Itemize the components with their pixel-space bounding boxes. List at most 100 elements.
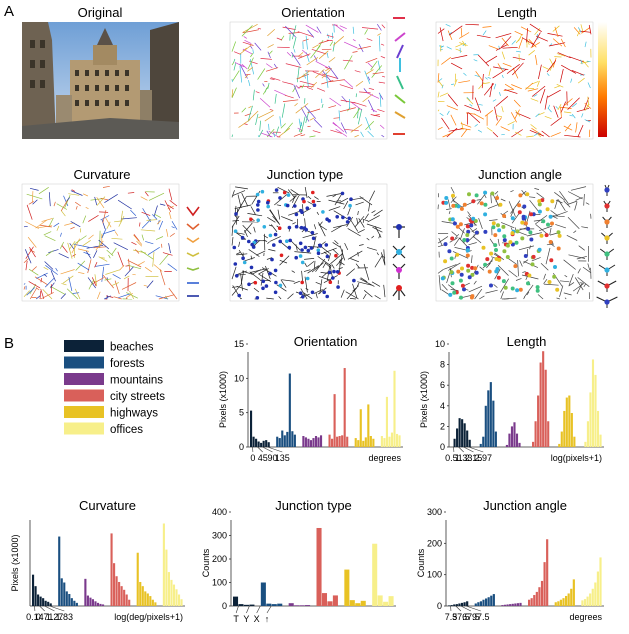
contour-segment: [72, 292, 80, 294]
contour-segment: [569, 114, 573, 117]
contour-segment: [528, 50, 536, 56]
contour-segment: [293, 49, 296, 53]
bar-offices: [388, 596, 394, 606]
contour-segment: [95, 240, 104, 251]
bar-beaches: [448, 605, 451, 606]
contour-segment: [356, 282, 360, 287]
contour-segment: [468, 285, 483, 293]
bar-city-streets: [533, 595, 536, 606]
contour-segment: [355, 80, 364, 87]
contour-segment: [277, 186, 290, 194]
contour-segment: [328, 199, 345, 205]
y-axis-label: Pixels (x1000): [218, 371, 228, 428]
contour-segment: [269, 78, 275, 80]
contour-segment: [53, 222, 60, 227]
contour-segment: [554, 85, 561, 89]
bar-mountains: [101, 604, 105, 606]
bar-offices: [594, 374, 597, 447]
junction-marker: [261, 286, 265, 291]
contour-segment: [94, 274, 98, 286]
contour-segment: [64, 222, 75, 226]
junction-angle-key: [596, 184, 618, 308]
contour-segment: [533, 219, 543, 222]
contour-segment: [235, 186, 248, 190]
contour-segment: [354, 134, 359, 138]
contour-segment: [574, 277, 584, 291]
junction-marker: [515, 229, 520, 234]
contour-segment: [234, 204, 252, 209]
contour-segment: [508, 201, 516, 217]
junction-type-map: [229, 183, 388, 302]
contour-segment: [153, 205, 158, 217]
contour-segment: [279, 116, 282, 127]
contour-segment: [466, 97, 471, 101]
orientation-map: [229, 21, 388, 140]
bar-beaches: [463, 602, 466, 606]
contour-segment: [504, 89, 518, 94]
contour-segment: [450, 62, 463, 70]
contour-segment: [28, 201, 34, 205]
contour-segment: [280, 279, 287, 288]
contour-segment: [531, 257, 541, 262]
contour-segment: [312, 130, 321, 134]
contour-segment: [381, 75, 386, 78]
contour-segment: [575, 122, 578, 133]
contour-segment: [328, 57, 336, 63]
junction-marker: [348, 203, 352, 208]
contour-segment: [104, 278, 112, 281]
junction-marker: [459, 272, 464, 277]
bar-offices: [172, 584, 176, 606]
contour-segment: [354, 70, 361, 73]
contour-segment: [234, 214, 238, 218]
contour-segment: [511, 84, 522, 90]
contour-segment: [550, 132, 561, 137]
bar-highways: [362, 440, 365, 447]
y-axis-label: Pixels (x1000): [419, 371, 429, 428]
contour-segment: [158, 294, 175, 300]
contour-segment: [85, 206, 89, 210]
junction-marker: [455, 252, 460, 257]
contour-segment: [292, 194, 296, 203]
contour-segment: [498, 45, 501, 50]
contour-segment: [295, 84, 300, 90]
contour-segment: [555, 224, 567, 229]
contour-segment: [240, 298, 242, 300]
contour-segment: [352, 39, 356, 42]
contour-segment: [352, 26, 355, 34]
contour-segment: [318, 50, 329, 60]
contour-segment: [343, 200, 349, 210]
contour-segment: [247, 213, 263, 217]
junction-marker: [518, 287, 523, 292]
contour-segment: [549, 58, 554, 66]
contour-segment: [50, 285, 65, 295]
x-tick-leader: [257, 446, 263, 453]
junction-marker: [298, 291, 303, 296]
contour-segment: [55, 267, 58, 272]
title-curvature-map: Curvature: [73, 167, 130, 182]
junction-marker: [311, 236, 316, 241]
contour-segment: [459, 228, 465, 240]
contour-segment: [66, 197, 70, 202]
contour-segment: [438, 275, 441, 291]
junction-marker: [302, 199, 306, 204]
contour-segment: [460, 129, 468, 138]
junction-marker: [233, 262, 238, 266]
contour-segment: [370, 114, 381, 117]
contour-segment: [357, 108, 363, 125]
contour-segment: [88, 234, 94, 240]
bar-forests: [65, 591, 68, 606]
junction-marker: [471, 199, 476, 204]
contour-segment: [511, 40, 516, 45]
contour-segment: [495, 44, 508, 51]
contour-segment: [490, 192, 492, 204]
junction-marker: [234, 212, 238, 216]
contour-segment: [529, 129, 544, 137]
x-tick-leader: [44, 605, 55, 612]
contour-segment: [355, 201, 364, 206]
bar-offices: [393, 370, 396, 447]
bar-forests: [490, 595, 493, 606]
contour-segment: [511, 211, 521, 224]
bar-beaches: [249, 604, 255, 606]
contour-segment: [232, 70, 240, 81]
